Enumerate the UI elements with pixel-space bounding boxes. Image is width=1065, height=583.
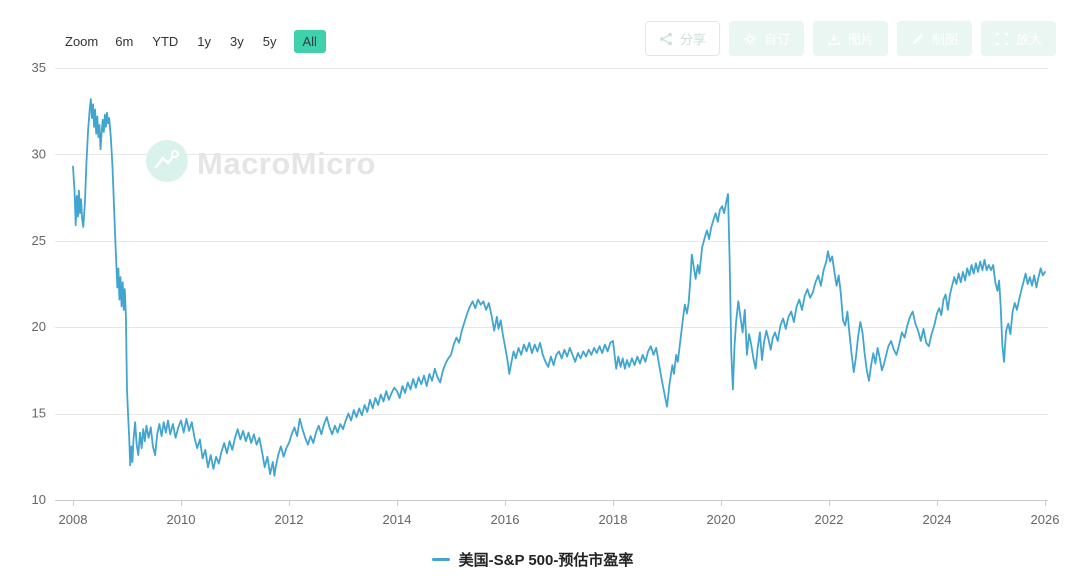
draw-button-label: 制图 (931, 32, 958, 47)
customize-button[interactable]: 自订 (728, 21, 804, 56)
legend-line-marker (431, 558, 450, 561)
x-axis-label-2018: 2018 (599, 512, 628, 527)
x-axis-label-2012: 2012 (275, 512, 304, 527)
y-axis-label-10: 10 (32, 492, 46, 507)
y-axis-label-20: 20 (32, 319, 46, 334)
gear-icon (743, 32, 757, 46)
range-button-1y[interactable]: 1y (197, 34, 212, 49)
range-button-5y[interactable]: 5y (262, 34, 277, 49)
x-axis-label-2008: 2008 (59, 512, 88, 527)
download-icon (827, 32, 841, 46)
share-button[interactable]: 分享 (644, 21, 720, 56)
chart-actions: 分享 自订 图片 (644, 21, 1056, 56)
x-axis-label-2020: 2020 (707, 512, 736, 527)
x-axis-label-2026: 2026 (1031, 512, 1060, 527)
x-axis-label-2024: 2024 (923, 512, 952, 527)
range-button-ytd[interactable]: YTD (152, 34, 179, 49)
range-button-3y[interactable]: 3y (230, 34, 244, 49)
customize-button-label: 自订 (763, 32, 790, 47)
expand-icon (995, 32, 1009, 46)
enlarge-button[interactable]: 放大 (980, 21, 1056, 56)
image-button[interactable]: 图片 (812, 21, 888, 56)
series-line-0[interactable] (72, 98, 1046, 477)
x-axis-label-2010: 2010 (167, 512, 196, 527)
range-selector: Zoom 6m YTD 1y 3y 5y All (65, 30, 326, 53)
y-axis-label-35: 35 (32, 60, 46, 75)
y-axis-label-30: 30 (32, 146, 46, 161)
enlarge-button-label: 放大 (1015, 32, 1042, 47)
share-icon (659, 32, 673, 46)
range-button-all[interactable]: All (293, 30, 326, 53)
y-axis-label-25: 25 (32, 233, 46, 248)
legend-item[interactable]: 美国-S&P 500-预估市盈率 (0, 549, 1065, 570)
x-axis-label-2016: 2016 (491, 512, 520, 527)
legend-series-label: 美国-S&P 500-预估市盈率 (458, 552, 634, 569)
x-axis-label-2022: 2022 (815, 512, 844, 527)
zoom-label: Zoom (65, 34, 99, 49)
draw-button[interactable]: 制图 (896, 21, 972, 56)
y-axis-label-15: 15 (32, 406, 46, 421)
range-button-6m[interactable]: 6m (115, 34, 134, 49)
x-axis-label-2014: 2014 (383, 512, 412, 527)
share-button-label: 分享 (679, 32, 706, 47)
image-button-label: 图片 (847, 32, 874, 47)
pencil-icon (911, 32, 925, 46)
